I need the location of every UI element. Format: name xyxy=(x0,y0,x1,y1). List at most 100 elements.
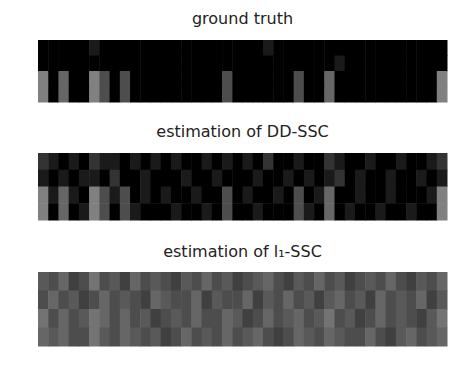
cell xyxy=(120,291,131,310)
cell xyxy=(335,40,346,56)
cell xyxy=(263,203,274,220)
cell xyxy=(79,328,90,347)
cell xyxy=(365,153,376,170)
cell xyxy=(140,153,151,170)
cell xyxy=(396,309,407,328)
cell xyxy=(355,71,366,87)
cell xyxy=(140,87,151,103)
cell xyxy=(396,170,407,187)
cell xyxy=(314,153,325,170)
cell xyxy=(38,71,49,87)
cell xyxy=(171,153,182,170)
cell xyxy=(427,153,438,170)
cell xyxy=(253,153,264,170)
cell xyxy=(427,71,438,87)
cell xyxy=(345,291,356,310)
cell xyxy=(110,153,121,170)
cell xyxy=(191,272,202,291)
cell xyxy=(110,40,121,56)
cell xyxy=(89,291,100,310)
cell xyxy=(191,309,202,328)
cell xyxy=(140,309,151,328)
cell xyxy=(437,291,448,310)
cell xyxy=(427,203,438,220)
cell xyxy=(212,187,223,204)
cell xyxy=(406,187,417,204)
cell xyxy=(294,56,305,72)
cell xyxy=(140,187,151,204)
cell xyxy=(69,71,80,87)
cell xyxy=(304,309,315,328)
cell xyxy=(89,328,100,347)
cell xyxy=(335,309,346,328)
cell xyxy=(304,328,315,347)
cell xyxy=(263,187,274,204)
cell xyxy=(386,87,397,103)
cell xyxy=(89,40,100,56)
cell xyxy=(58,272,69,291)
cell xyxy=(406,153,417,170)
cell xyxy=(110,291,121,310)
cell xyxy=(99,203,110,220)
cell xyxy=(202,71,213,87)
cell xyxy=(161,71,172,87)
cell xyxy=(38,87,49,103)
cell xyxy=(232,187,243,204)
cell xyxy=(396,187,407,204)
cell xyxy=(283,170,294,187)
cell xyxy=(48,71,59,87)
cell xyxy=(437,187,448,204)
cell xyxy=(79,187,90,204)
cell xyxy=(99,153,110,170)
cell xyxy=(283,291,294,310)
cell xyxy=(212,272,223,291)
cell xyxy=(406,291,417,310)
cell xyxy=(324,291,335,310)
cell xyxy=(365,328,376,347)
cell xyxy=(171,87,182,103)
cell xyxy=(375,87,386,103)
cell xyxy=(283,71,294,87)
cell xyxy=(416,56,427,72)
cell xyxy=(263,56,274,72)
cell xyxy=(150,328,161,347)
cell xyxy=(243,71,254,87)
cell xyxy=(365,203,376,220)
cell xyxy=(314,309,325,328)
cell xyxy=(99,170,110,187)
cell xyxy=(416,40,427,56)
cell xyxy=(243,187,254,204)
cell xyxy=(406,272,417,291)
cell xyxy=(120,203,131,220)
cell xyxy=(304,40,315,56)
cell xyxy=(345,272,356,291)
cell xyxy=(161,203,172,220)
cell xyxy=(48,328,59,347)
panel: estimation of l₁-SSC xyxy=(38,242,448,347)
cell xyxy=(345,328,356,347)
cell xyxy=(324,309,335,328)
cell xyxy=(396,87,407,103)
cell xyxy=(161,272,172,291)
cell xyxy=(324,40,335,56)
cell xyxy=(345,187,356,204)
cell xyxy=(48,56,59,72)
cell xyxy=(58,71,69,87)
cell xyxy=(130,71,141,87)
cell xyxy=(365,272,376,291)
cell xyxy=(304,87,315,103)
cell xyxy=(335,203,346,220)
cell xyxy=(150,291,161,310)
cell xyxy=(406,328,417,347)
cell xyxy=(130,203,141,220)
cell xyxy=(171,40,182,56)
cell xyxy=(171,170,182,187)
cell xyxy=(345,203,356,220)
cell xyxy=(243,309,254,328)
cell xyxy=(222,309,233,328)
cell xyxy=(69,87,80,103)
cell xyxy=(171,328,182,347)
cell xyxy=(437,272,448,291)
cell xyxy=(110,328,121,347)
cell xyxy=(416,71,427,87)
